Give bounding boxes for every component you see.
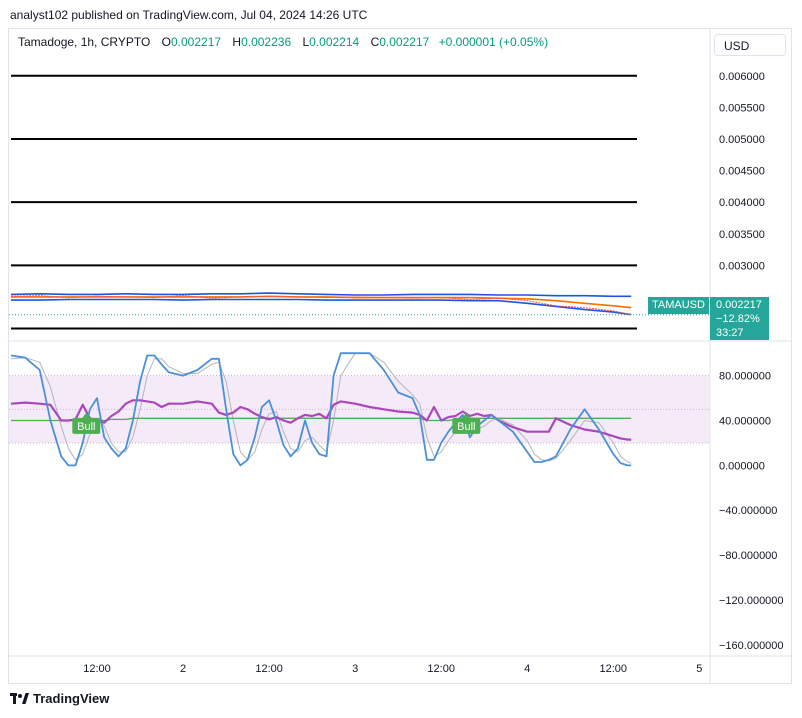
price-axis-tick: 0.004500 xyxy=(719,166,765,178)
chart-frame xyxy=(8,28,792,684)
time-axis-tick: 2 xyxy=(180,663,186,675)
bb-lower-line xyxy=(11,298,632,316)
bb-upper-line xyxy=(10,292,632,298)
bb-basis-line xyxy=(11,295,632,309)
bull-label-pointer xyxy=(462,412,471,418)
bull-label-text: Bull xyxy=(77,421,95,433)
price-line xyxy=(10,295,632,316)
bull-label-pointer xyxy=(82,412,91,418)
price-axis-tick: 0.004000 xyxy=(719,197,765,209)
ohlc-legend: Tamadoge, 1h, CRYPTO O0.002217 H0.002236… xyxy=(18,35,548,49)
time-axis-tick: 12:00 xyxy=(83,663,111,675)
price-axis-tick: 0.005000 xyxy=(719,134,765,146)
time-axis-tick: 12:00 xyxy=(255,663,283,675)
time-axis-tick: 4 xyxy=(524,663,530,675)
stoch-axis-tick: −40.000000 xyxy=(719,505,777,517)
tradingview-logo-text: TradingView xyxy=(33,691,110,706)
stoch-d-line xyxy=(10,352,632,464)
price-change: −12.82% xyxy=(716,313,760,325)
high-label: H xyxy=(232,35,242,49)
tradingview-logo-icon xyxy=(10,692,29,705)
currency-button[interactable]: USD xyxy=(714,34,786,56)
bull-label-box xyxy=(72,417,101,434)
time-axis-tick: 12:00 xyxy=(427,663,455,675)
tradingview-logo[interactable]: TradingView xyxy=(10,691,109,706)
publisher-line: analyst102 published on TradingView.com,… xyxy=(10,8,368,22)
close-label: C xyxy=(370,35,380,49)
bull-label-box xyxy=(452,417,481,434)
symbol-title[interactable]: Tamadoge, 1h, CRYPTO xyxy=(18,35,151,49)
bull-label-text: Bull xyxy=(457,421,475,433)
time-axis-tick: 5 xyxy=(696,663,702,675)
last-price: 0.002217 xyxy=(716,299,762,311)
stoch-axis-tick: −160.000000 xyxy=(719,640,784,652)
open-label: O xyxy=(161,35,171,49)
price-axis-tick: 0.006000 xyxy=(719,71,765,83)
price-axis-tick: 0.005500 xyxy=(719,102,765,114)
bar-countdown: 33:27 xyxy=(716,327,744,339)
stoch-axis-tick: 80.000000 xyxy=(719,371,771,383)
price-axis-tick: 0.003000 xyxy=(719,260,765,272)
stoch-axis-tick: 40.000000 xyxy=(719,416,771,428)
bull-signal-line xyxy=(11,417,632,422)
last-price-tag: 0.002217 −12.82% 33:27 xyxy=(710,297,769,340)
low-label: L xyxy=(302,35,310,49)
stoch-axis-tick: 0.000000 xyxy=(719,460,765,472)
close-value: 0.002217 xyxy=(379,35,430,49)
stoch-axis-tick: −80.000000 xyxy=(719,550,777,562)
stoch-axis-tick: −120.000000 xyxy=(719,595,784,607)
stoch-k-line xyxy=(10,352,632,467)
time-axis-tick: 3 xyxy=(352,663,358,675)
price-axis-tick: 0.003500 xyxy=(719,229,765,241)
symbol-price-tag: TAMAUSD xyxy=(648,297,709,314)
change-value: +0.000001 (+0.05%) xyxy=(438,35,549,49)
open-value: 0.002217 xyxy=(170,35,222,49)
low-value: 0.002214 xyxy=(309,35,360,49)
high-value: 0.002236 xyxy=(241,35,292,49)
time-axis-tick: 12:00 xyxy=(600,663,628,675)
rsi-line xyxy=(10,399,632,441)
